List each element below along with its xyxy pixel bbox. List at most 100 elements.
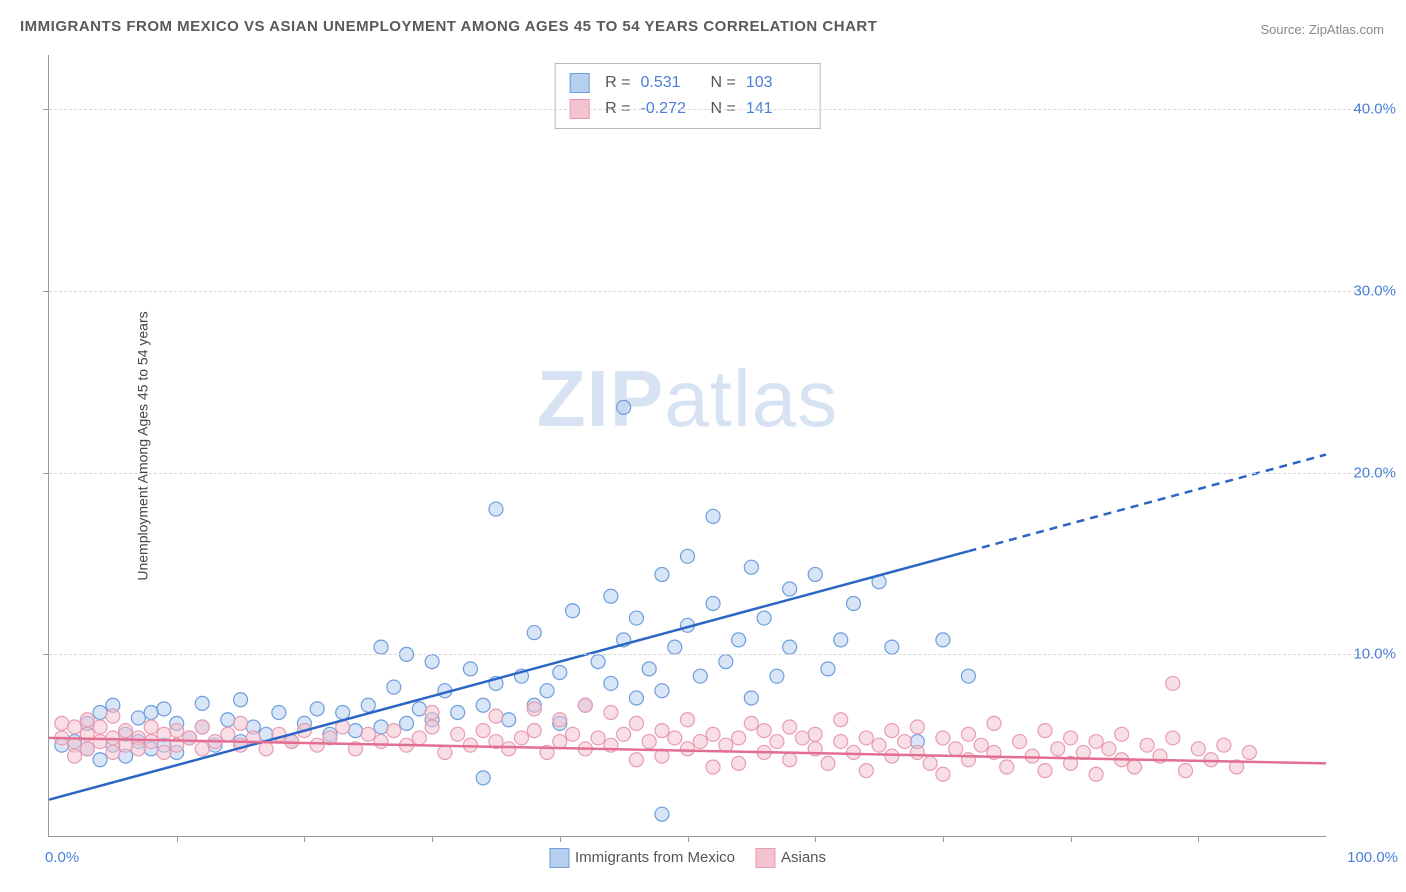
point-immigrants-from-mexico [783,582,797,596]
point-asians [374,735,388,749]
point-immigrants-from-mexico [400,716,414,730]
point-asians [847,745,861,759]
y-tick: 30.0% [1353,283,1396,300]
point-immigrants-from-mexico [655,567,669,581]
series-legend: Immigrants from Mexico Asians [549,848,826,868]
point-asians [221,727,235,741]
point-asians [1089,767,1103,781]
point-asians [961,727,975,741]
point-asians [425,720,439,734]
point-asians [604,705,618,719]
point-immigrants-from-mexico [131,711,145,725]
point-immigrants-from-mexico [744,560,758,574]
point-immigrants-from-mexico [681,549,695,563]
legend-label-1: Asians [781,849,826,866]
point-asians [361,727,375,741]
point-asians [923,756,937,770]
point-asians [234,716,248,730]
point-asians [783,753,797,767]
point-immigrants-from-mexico [834,633,848,647]
point-asians [974,738,988,752]
point-asians [1089,735,1103,749]
point-immigrants-from-mexico [885,640,899,654]
point-immigrants-from-mexico [374,640,388,654]
point-asians [425,705,439,719]
x-tick-right: 100.0% [1347,849,1398,866]
point-immigrants-from-mexico [566,604,580,618]
point-immigrants-from-mexico [361,698,375,712]
point-immigrants-from-mexico [706,509,720,523]
point-immigrants-from-mexico [157,702,171,716]
point-immigrants-from-mexico [783,640,797,654]
point-asians [527,724,541,738]
x-tick-left: 0.0% [45,849,79,866]
point-immigrants-from-mexico [527,626,541,640]
point-asians [106,745,120,759]
point-immigrants-from-mexico [425,655,439,669]
chart-plot-area: ZIPatlas R = 0.531 N = 103 R = -0.272 N … [48,55,1326,837]
point-immigrants-from-mexico [336,705,350,719]
point-asians [553,713,567,727]
point-asians [961,753,975,767]
point-asians [808,727,822,741]
point-asians [1179,764,1193,778]
point-asians [1064,731,1078,745]
point-asians [55,716,69,730]
legend-item-1: Asians [755,848,826,868]
point-asians [591,731,605,745]
point-asians [617,727,631,741]
point-asians [451,727,465,741]
point-asians [131,742,145,756]
point-asians [144,735,158,749]
point-asians [68,749,82,763]
point-asians [732,756,746,770]
point-asians [412,731,426,745]
point-asians [1115,727,1129,741]
point-asians [68,720,82,734]
point-asians [1013,735,1027,749]
legend-swatch-mexico [549,848,569,868]
point-asians [834,735,848,749]
point-immigrants-from-mexico [668,640,682,654]
point-asians [872,738,886,752]
point-immigrants-from-mexico [387,680,401,694]
point-asians [387,724,401,738]
source-attribution: Source: ZipAtlas.com [1260,22,1384,37]
point-immigrants-from-mexico [310,702,324,716]
point-immigrants-from-mexico [489,502,503,516]
point-asians [693,735,707,749]
point-immigrants-from-mexico [540,684,554,698]
y-tick: 10.0% [1353,646,1396,663]
point-immigrants-from-mexico [744,691,758,705]
point-immigrants-from-mexico [195,696,209,710]
point-asians [757,724,771,738]
point-immigrants-from-mexico [642,662,656,676]
point-immigrants-from-mexico [655,684,669,698]
point-asians [706,727,720,741]
point-immigrants-from-mexico [604,676,618,690]
point-asians [553,735,567,749]
point-immigrants-from-mexico [591,655,605,669]
point-immigrants-from-mexico [732,633,746,647]
point-asians [834,713,848,727]
point-immigrants-from-mexico [847,597,861,611]
point-asians [93,720,107,734]
point-immigrants-from-mexico [502,713,516,727]
point-immigrants-from-mexico [629,611,643,625]
point-asians [106,709,120,723]
point-asians [80,713,94,727]
point-asians [502,742,516,756]
point-asians [910,745,924,759]
point-asians [949,742,963,756]
y-tick: 20.0% [1353,464,1396,481]
point-asians [885,724,899,738]
point-asians [259,742,273,756]
point-asians [489,709,503,723]
scatter-svg [49,55,1326,836]
point-immigrants-from-mexico [719,655,733,669]
point-asians [1000,760,1014,774]
point-immigrants-from-mexico [463,662,477,676]
point-asians [1166,731,1180,745]
point-immigrants-from-mexico [234,693,248,707]
point-asians [706,760,720,774]
